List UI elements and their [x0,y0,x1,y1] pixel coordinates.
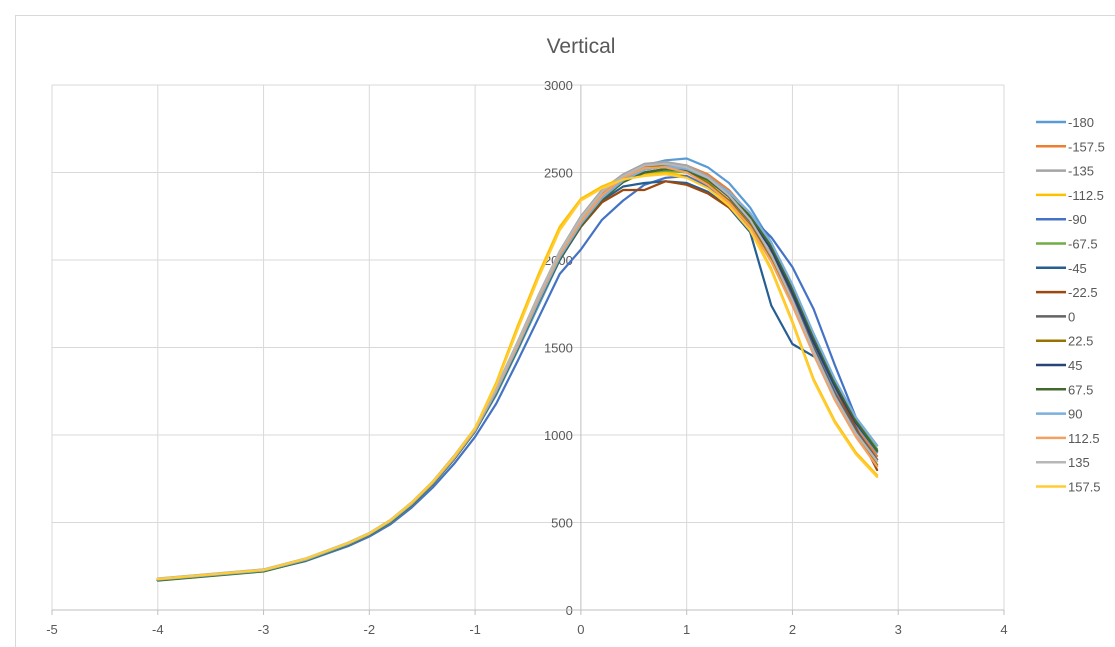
series-line [156,164,879,581]
series-line [156,164,879,581]
series-line [156,171,879,580]
gridlines [51,84,1005,610]
x-tick-label: -1 [469,622,481,637]
series-112.5 [156,166,879,581]
series-0 [156,164,879,581]
legend-label: 22.5 [1068,334,1093,349]
legend-item: -112.5 [1036,188,1104,203]
series-line [156,160,879,580]
legend-label: 0 [1068,309,1075,324]
x-tick-label: 3 [895,622,902,637]
series-line [156,162,879,581]
legend-label: -67.5 [1068,237,1098,252]
y-tick-label: 2500 [544,166,573,181]
series-line [156,162,879,580]
legend-label: -45 [1068,261,1087,276]
series-line [156,165,879,581]
series-line [156,167,879,582]
legend-label: -112.5 [1068,188,1104,203]
legend-item: -67.5 [1036,237,1098,252]
legend-item: 157.5 [1036,480,1101,495]
legend-item: 45 [1036,358,1082,373]
series-157.5 [156,173,879,581]
chart-title: Vertical [547,35,616,58]
series-line [156,174,879,581]
legend-label: -22.5 [1068,285,1098,300]
legend-item: -135 [1036,164,1094,179]
legend-item: 112.5 [1036,431,1100,446]
series--112.5 [156,171,879,580]
legend-item: 135 [1036,455,1090,470]
legend-item: -157.5 [1036,139,1105,154]
x-tick-label: 4 [1000,622,1007,637]
legend-label: -157.5 [1068,139,1105,154]
x-tick-label: -3 [258,622,270,637]
series-135 [156,162,879,580]
series-67.5 [156,167,879,582]
legend-label: 157.5 [1068,480,1101,495]
legend-label: 67.5 [1068,382,1093,397]
series--45 [156,180,815,582]
series-lines [156,157,879,582]
series-line [156,167,879,582]
legend-label: 135 [1068,455,1090,470]
legend-label: -135 [1068,164,1094,179]
series-line [156,166,879,581]
series-line [156,157,879,582]
legend-item: 67.5 [1036,382,1093,397]
legend-label: -180 [1068,115,1094,130]
y-tick-label: 500 [551,516,573,531]
y-tick-label: 1000 [544,428,573,443]
x-tick-label: -4 [152,622,164,637]
x-tick-label: -2 [364,622,376,637]
legend-item: -45 [1036,261,1087,276]
legend-item: 22.5 [1036,334,1093,349]
x-tick-label: 0 [577,622,584,637]
legend-item: 0 [1036,309,1075,324]
y-tick-label: 1500 [544,341,573,356]
series-90 [156,165,879,581]
x-tick-label: 2 [789,622,796,637]
series--180 [156,157,879,582]
x-tick-label: -5 [46,622,58,637]
series-line [156,173,879,581]
legend-item: -180 [1036,115,1094,130]
legend-label: 112.5 [1068,431,1100,446]
y-tick-label: 3000 [544,78,573,93]
series--90 [156,174,879,581]
x-tick-label: 1 [683,622,690,637]
series-line [156,180,815,582]
legend-label: -90 [1068,212,1087,227]
legend-item: -22.5 [1036,285,1098,300]
series-45 [156,167,879,582]
series-line [156,169,879,582]
legend-label: 45 [1068,358,1082,373]
series--135 [156,160,879,580]
legend: -180 -157.5 -135 -112.5 -90 -67.5 -45 -22.5 0 22.… [1036,115,1105,495]
chart-frame [15,15,1115,647]
legend-label: 90 [1068,407,1082,422]
axes: -5-4-3-2-101234050010001500200025003000 [46,78,1007,637]
series--67.5 [156,169,879,582]
series--157.5 [156,162,879,581]
legend-item: 90 [1036,407,1082,422]
legend-item: -90 [1036,212,1087,227]
series-22.5 [156,164,879,581]
